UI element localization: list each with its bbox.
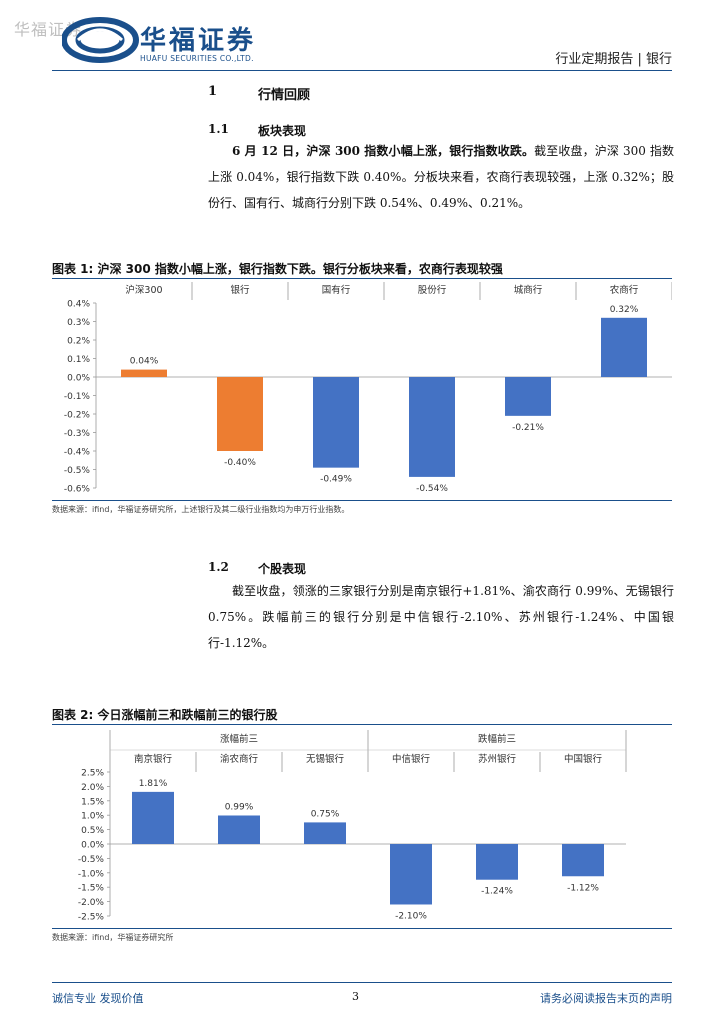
- bar-value-label: 0.04%: [130, 357, 159, 367]
- y-tick-label: -1.5%: [78, 884, 105, 894]
- category-label: 股份行: [418, 284, 447, 296]
- bar-value-label: -0.54%: [416, 484, 448, 494]
- figure-2-top-rule: [52, 724, 672, 725]
- y-tick-label: -2.0%: [78, 898, 105, 908]
- y-tick-label: 0.3%: [67, 318, 90, 328]
- figure-1-bottom-rule: [52, 500, 672, 501]
- y-tick-label: -2.5%: [78, 913, 105, 923]
- footer-divider: [52, 982, 672, 983]
- logo-chinese-name: 华福证券: [140, 26, 257, 56]
- y-tick-label: -0.5%: [64, 466, 91, 476]
- category-label: 中信银行: [392, 753, 431, 765]
- bar-value-label: -0.49%: [320, 475, 352, 485]
- huafu-logo-icon: [62, 17, 139, 63]
- y-tick-label: -0.5%: [78, 855, 105, 865]
- section-1-1-number: 1.1: [208, 122, 229, 136]
- section-1-1-body: 截至收盘，沪深 300 指数上涨 0.04%，银行指数下跌 0.40%。分板块来…: [208, 144, 674, 210]
- bar-value-label: -0.21%: [512, 423, 544, 433]
- bar: [132, 791, 174, 844]
- y-tick-label: 0.2%: [67, 337, 90, 347]
- y-tick-label: -0.2%: [64, 411, 91, 421]
- bar: [505, 377, 551, 416]
- bar: [304, 822, 346, 844]
- section-1-2-title: 个股表现: [258, 562, 307, 576]
- bar: [562, 844, 604, 877]
- logo-english-name: HUAFU SECURITIES CO.,LTD.: [140, 54, 254, 63]
- y-tick-label: 0.1%: [67, 355, 90, 365]
- bar-value-label: 0.32%: [610, 305, 639, 315]
- category-label: 中国银行: [564, 753, 603, 765]
- section-1-1-title: 板块表现: [258, 124, 307, 138]
- section-1-2-paragraph: 截至收盘，领涨的三家银行分别是南京银行+1.81%、渝农商行 0.99%、无锡银…: [208, 578, 674, 656]
- header-divider: [52, 70, 672, 71]
- section-1-number: 1: [208, 84, 218, 99]
- y-tick-label: 0.4%: [67, 300, 90, 310]
- page-number: 3: [352, 990, 359, 1003]
- bar-value-label: 0.75%: [311, 809, 340, 819]
- y-tick-label: 0.5%: [81, 826, 104, 836]
- bar: [476, 844, 518, 880]
- y-tick-label: -0.3%: [64, 429, 91, 439]
- bar-value-label: -1.12%: [567, 883, 599, 893]
- figure-2-chart: 2.5% 2.0% 1.5% 1.0% 0.5% 0.0% -0.5% -1.0% -1.5% -…: [78, 730, 627, 923]
- category-label: 城商行: [514, 284, 543, 296]
- category-label: 银行: [230, 284, 250, 296]
- category-label: 苏州银行: [478, 753, 517, 765]
- y-tick-label: 1.0%: [81, 812, 104, 822]
- figure-2-source: 数据来源：ifind，华福证券研究所: [52, 933, 174, 942]
- figure-1-chart: 0.4% 0.3% 0.2% 0.1% 0.0% -0.1% -0.2% -0.3% -0.4%…: [64, 282, 672, 495]
- figure-2-title: 图表 2: 今日涨幅前三和跌幅前三的银行股: [52, 708, 278, 722]
- footer-slogan: 诚信专业 发现价值: [52, 992, 144, 1005]
- y-tick-label: -1.0%: [78, 869, 105, 879]
- figure-1-source: 数据来源：ifind，华福证券研究所，上述银行及其二级行业指数均为申万行业指数。: [52, 505, 350, 514]
- y-tick-label: 1.5%: [81, 797, 104, 807]
- bar: [313, 377, 359, 468]
- bar-value-label: 0.99%: [225, 802, 254, 812]
- group-label: 涨幅前三: [220, 733, 258, 745]
- figure-2-bottom-rule: [52, 928, 672, 929]
- category-label: 沪深300: [125, 284, 162, 296]
- bar: [409, 377, 455, 477]
- bar: [601, 317, 647, 377]
- bar-value-label: 1.81%: [139, 779, 168, 789]
- figure-1-top-rule: [52, 278, 672, 279]
- bar-value-label: -0.40%: [224, 458, 256, 468]
- figure-1-title: 图表 1: 沪深 300 指数小幅上涨，银行指数下跌。银行分板块来看，农商行表现…: [52, 262, 503, 276]
- bar: [218, 815, 260, 844]
- category-label: 农商行: [610, 284, 639, 296]
- y-tick-label: 0.0%: [67, 374, 90, 384]
- section-1-1-paragraph: 6 月 12 日，沪深 300 指数小幅上涨，银行指数收跌。截至收盘，沪深 30…: [208, 138, 674, 216]
- category-label: 无锡银行: [306, 753, 345, 765]
- report-type: 行业定期报告 | 银行: [555, 52, 672, 67]
- bar-value-label: -2.10%: [395, 911, 427, 921]
- category-label: 国有行: [322, 284, 351, 296]
- bar: [217, 377, 263, 451]
- bar: [121, 369, 167, 377]
- y-tick-label: -0.4%: [64, 448, 91, 458]
- y-tick-label: -0.6%: [64, 485, 91, 495]
- footer-disclaimer: 请务必阅读报告末页的声明: [540, 992, 672, 1005]
- category-label: 渝农商行: [220, 753, 259, 765]
- section-1-1-lead: 6 月 12 日，沪深 300 指数小幅上涨，银行指数收跌。: [232, 144, 535, 158]
- section-1-title: 行情回顾: [258, 88, 311, 103]
- y-tick-label: 0.0%: [81, 841, 104, 851]
- y-tick-label: 2.5%: [81, 769, 104, 779]
- section-1-2-body: 截至收盘，领涨的三家银行分别是南京银行+1.81%、渝农商行 0.99%、无锡银…: [208, 584, 674, 650]
- y-tick-label: -0.1%: [64, 392, 91, 402]
- section-1-2-number: 1.2: [208, 560, 229, 574]
- group-label: 跌幅前三: [478, 733, 516, 745]
- bar-value-label: -1.24%: [481, 887, 513, 897]
- category-label: 南京银行: [134, 753, 173, 765]
- y-tick-label: 2.0%: [81, 783, 104, 793]
- bar: [390, 844, 432, 905]
